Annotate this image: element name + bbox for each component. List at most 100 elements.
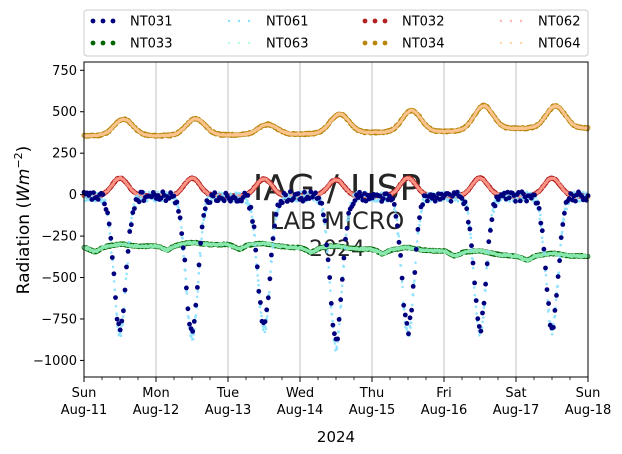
data-point	[256, 274, 259, 277]
data-point	[395, 218, 399, 222]
data-point	[270, 260, 273, 264]
series-nt034	[81, 102, 591, 139]
data-point	[487, 250, 490, 253]
data-point	[475, 312, 478, 315]
legend-marker	[362, 18, 368, 24]
data-point	[259, 311, 263, 314]
data-point	[469, 236, 473, 239]
legend-item-nt062: NT062	[499, 15, 580, 30]
data-point	[474, 305, 478, 309]
legend-marker	[372, 18, 378, 24]
data-point	[396, 232, 400, 235]
data-point	[327, 266, 331, 269]
data-point	[132, 203, 136, 206]
data-point	[492, 210, 496, 214]
legend-item-nt033: NT033	[90, 37, 172, 52]
data-point	[335, 347, 339, 351]
data-point	[257, 283, 261, 287]
data-point	[339, 304, 343, 308]
legend-marker	[237, 41, 241, 45]
data-point	[471, 257, 474, 261]
data-point	[180, 226, 183, 229]
legend-marker	[372, 40, 378, 46]
data-point	[126, 262, 129, 265]
legend-marker	[100, 40, 106, 46]
data-point	[201, 222, 204, 225]
legend-label: NT064	[538, 37, 580, 52]
data-point	[121, 315, 125, 318]
legend-box	[83, 9, 589, 57]
data-point	[380, 191, 383, 194]
data-point	[347, 218, 350, 221]
legend-marker	[519, 41, 523, 45]
data-point	[256, 279, 260, 282]
legend-marker	[227, 41, 231, 45]
data-point	[260, 314, 263, 318]
data-point	[113, 288, 117, 292]
legend-item-nt063: NT063	[227, 37, 308, 52]
data-point	[409, 326, 412, 329]
data-point	[410, 303, 414, 307]
data-point	[455, 197, 458, 201]
data-point	[265, 315, 269, 318]
data-point	[128, 241, 131, 244]
data-point	[177, 206, 180, 210]
data-point	[100, 198, 104, 201]
data-point	[191, 337, 195, 341]
data-point	[110, 251, 113, 254]
data-point	[337, 330, 341, 333]
data-point	[196, 280, 200, 284]
data-point	[269, 270, 272, 274]
data-point	[197, 271, 201, 275]
data-point	[333, 342, 337, 345]
data-point	[329, 305, 333, 309]
legend-label: NT034	[402, 37, 444, 52]
legend-item-nt031: NT031	[90, 15, 172, 30]
data-point	[481, 320, 485, 324]
data-point	[147, 190, 151, 194]
data-point	[471, 266, 475, 270]
data-point	[184, 269, 187, 272]
legend-marker	[509, 19, 513, 23]
series-nt064	[82, 104, 590, 138]
data-point	[405, 326, 408, 330]
legend-marker	[110, 18, 116, 24]
data-point	[326, 249, 329, 252]
data-point	[397, 234, 401, 238]
data-point	[324, 231, 328, 234]
data-point	[185, 292, 189, 295]
legend-label: NT031	[130, 15, 172, 30]
legend-label: NT062	[538, 15, 580, 30]
data-point	[485, 266, 488, 270]
data-point	[274, 218, 277, 221]
data-point	[206, 195, 210, 199]
data-point	[473, 286, 476, 289]
data-point	[414, 261, 417, 265]
data-point	[136, 194, 140, 197]
legend-marker	[110, 40, 116, 46]
data-point	[420, 209, 424, 213]
data-point	[415, 240, 419, 243]
data-point	[264, 327, 268, 331]
data-point	[217, 191, 221, 194]
data-point	[328, 281, 332, 284]
data-point	[104, 198, 107, 202]
legend-label: NT063	[266, 37, 308, 52]
legend-marker	[509, 41, 513, 45]
data-point	[347, 215, 351, 218]
legend-marker	[519, 19, 523, 23]
legend-item-nt061: NT061	[227, 15, 308, 30]
data-point	[115, 313, 119, 316]
legend-marker	[247, 19, 251, 23]
data-point	[330, 313, 334, 316]
legend-marker	[90, 18, 96, 24]
data-point	[272, 242, 275, 246]
watermark-line-2: LAB MICRO	[270, 207, 405, 235]
data-point	[254, 244, 257, 247]
data-point	[340, 284, 344, 288]
data-point	[340, 290, 343, 294]
data-point	[261, 328, 265, 332]
legend-label: NT033	[130, 37, 172, 52]
